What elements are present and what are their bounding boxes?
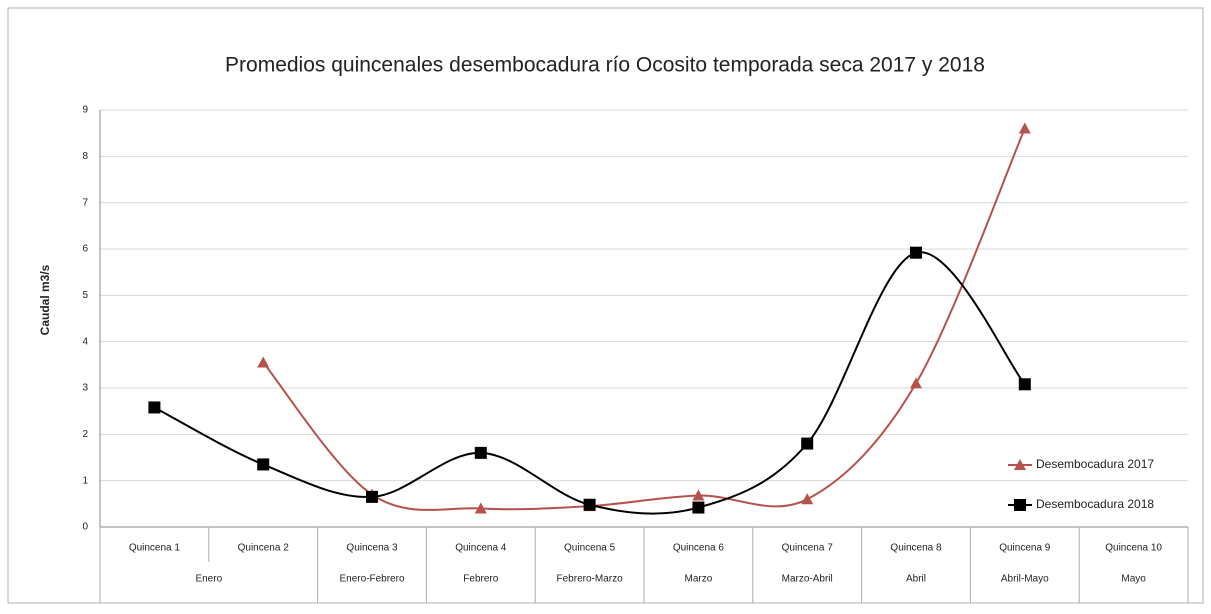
data-point <box>474 446 487 459</box>
x-tick-label: Quincena 9 <box>999 543 1051 554</box>
period-label: Marzo <box>685 574 713 585</box>
data-point <box>366 490 378 503</box>
y-tick-label: 3 <box>82 383 88 394</box>
period-label: Mayo <box>1121 574 1146 585</box>
data-point <box>583 498 596 511</box>
data-point <box>474 502 487 514</box>
legend-marker <box>1014 499 1026 511</box>
x-tick-label: Quincena 2 <box>238 543 290 554</box>
y-tick-label: 0 <box>82 522 88 533</box>
y-tick-label: 2 <box>82 429 88 440</box>
data-point <box>1018 122 1031 134</box>
series-line <box>153 251 1026 515</box>
period-label: Enero-Febrero <box>339 574 404 585</box>
period-label: Abril-Mayo <box>1001 574 1049 585</box>
legend-label: Desembocadura 2017 <box>1036 457 1154 471</box>
data-point <box>692 489 705 501</box>
y-tick-label: 4 <box>82 336 88 347</box>
x-tick-label: Quincena 3 <box>346 543 398 554</box>
x-tick-label: Quincena 1 <box>129 543 181 554</box>
period-label: Enero <box>195 574 222 585</box>
data-point <box>801 493 814 505</box>
period-label: Abril <box>906 574 926 585</box>
x-tick-label: Quincena 5 <box>564 543 616 554</box>
legend-marker <box>1014 459 1026 470</box>
data-point <box>257 458 270 471</box>
y-tick-label: 7 <box>82 197 88 208</box>
chart-title: Promedios quincenales desembocadura río … <box>225 54 985 77</box>
y-tick-label: 1 <box>82 475 88 486</box>
period-label: Marzo-Abril <box>782 574 833 585</box>
y-tick-label: 5 <box>82 290 88 301</box>
legend-label: Desembocadura 2018 <box>1036 497 1154 511</box>
y-tick-label: 8 <box>82 151 88 162</box>
x-tick-label: Quincena 8 <box>890 543 942 554</box>
x-tick-label: Quincena 10 <box>1105 543 1162 554</box>
data-point <box>910 246 922 259</box>
data-point <box>257 356 270 368</box>
data-point <box>148 401 161 414</box>
y-tick-label: 6 <box>82 244 88 255</box>
x-tick-label: Quincena 6 <box>673 543 725 554</box>
data-point <box>801 437 814 450</box>
chart-frame <box>7 7 1204 604</box>
y-axis-label: Caudal m3/s <box>38 264 52 335</box>
period-label: Febrero <box>463 574 498 585</box>
x-tick-label: Quincena 4 <box>455 543 507 554</box>
data-point <box>692 501 705 514</box>
data-point <box>910 377 922 389</box>
x-tick-label: Quincena 7 <box>782 543 834 554</box>
period-label: Febrero-Marzo <box>557 574 624 585</box>
y-tick-label: 9 <box>82 105 88 116</box>
data-point <box>1018 378 1031 391</box>
